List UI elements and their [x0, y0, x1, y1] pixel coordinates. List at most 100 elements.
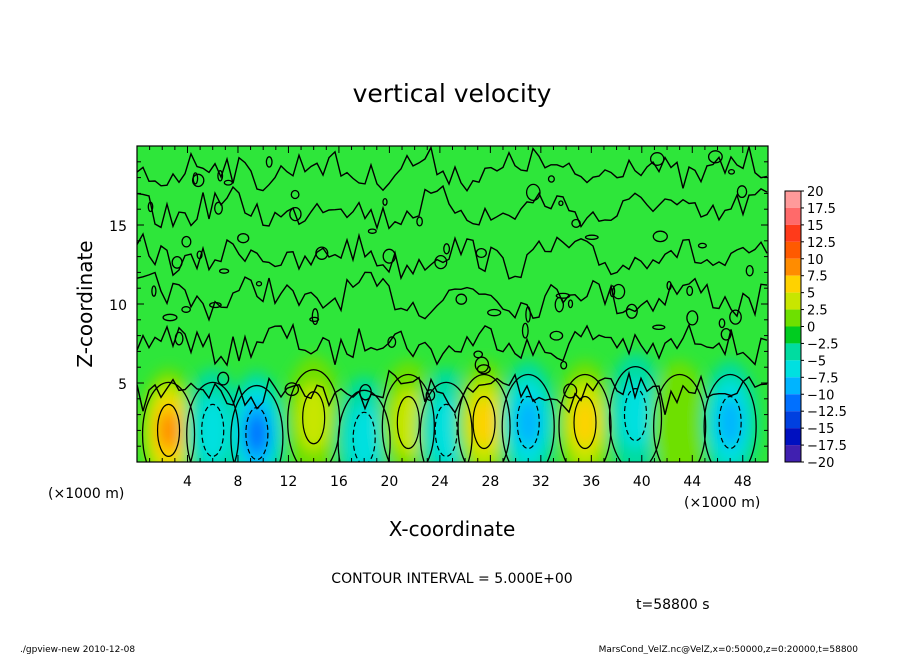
- contour-lines: [137, 146, 768, 462]
- contour-inner-7: [472, 395, 496, 450]
- small-contour-25: [487, 308, 502, 317]
- anomaly-11-level-0: [651, 360, 708, 462]
- colorbar-swatch-15: [785, 445, 801, 462]
- colorbar-swatch-4: [785, 258, 801, 276]
- small-contour-2: [652, 324, 666, 331]
- x-tick-label: 16: [330, 474, 348, 490]
- small-contour-68: [147, 201, 154, 213]
- colorbar-label: −5: [807, 354, 826, 369]
- y-tick-label: 5: [118, 377, 127, 393]
- small-contour-49: [416, 216, 423, 227]
- zero-contour-2: [137, 271, 768, 322]
- x-tick-label: 48: [734, 474, 752, 490]
- zero-contour-5: [137, 146, 768, 192]
- small-contour-3: [209, 301, 222, 309]
- x-tick-label: 12: [280, 474, 298, 490]
- x-tick-label: 4: [183, 474, 192, 490]
- colorbar-label: −17.5: [807, 439, 847, 454]
- anomaly-4-level-1: [348, 404, 381, 462]
- small-contour-5: [525, 183, 541, 202]
- small-contour-50: [625, 303, 638, 319]
- small-contour-27: [567, 299, 574, 309]
- chart-title: vertical velocity: [353, 79, 552, 108]
- small-contour-67: [162, 313, 178, 322]
- small-contour-42: [191, 173, 205, 188]
- x-tick-label: 24: [431, 474, 449, 490]
- contour-inner-12: [718, 395, 742, 450]
- plot-field: [137, 146, 768, 462]
- anomaly-12-level-2: [718, 397, 743, 448]
- colorbar-swatch-14: [785, 428, 801, 446]
- x-tick-label: 36: [582, 474, 600, 490]
- colorbar-swatch-5: [785, 275, 801, 293]
- anomaly-7-level-2: [472, 397, 497, 448]
- contour-outer-2: [230, 384, 284, 462]
- small-contour-66: [584, 234, 599, 241]
- colorbar-swatch-7: [785, 309, 801, 327]
- x-tick-label: 20: [380, 474, 398, 490]
- colorbar: 20 17.5 15 12.5 10 7.5 5 2.5 0−2.5 −5 −7.5 −10 −12.5…: [784, 185, 847, 471]
- colorbar-swatch-8: [785, 326, 801, 344]
- x-tick-label: 8: [233, 474, 242, 490]
- small-contour-0: [727, 168, 736, 175]
- contour-inner-9: [573, 395, 597, 450]
- anomaly-9-level-2: [573, 397, 598, 448]
- small-contour-9: [547, 175, 555, 183]
- small-contour-20: [560, 360, 568, 370]
- colorbar-label: −12.5: [807, 405, 847, 420]
- anomaly-8-level-2: [516, 397, 541, 448]
- x-axis-unit-right: (×1000 m): [684, 495, 760, 511]
- small-contour-35: [171, 255, 183, 269]
- y-axis-label: Z-coordinate: [73, 240, 97, 367]
- colorbar-label: 12.5: [807, 236, 836, 251]
- small-contour-34: [382, 248, 396, 264]
- contour-outer-6: [419, 381, 473, 462]
- small-contour-63: [720, 327, 732, 341]
- small-contour-41: [525, 306, 531, 323]
- colorbar-label: −10: [807, 388, 834, 403]
- small-contour-38: [686, 285, 694, 297]
- contour-inner-1: [201, 403, 225, 457]
- contour-outer-12: [703, 373, 757, 462]
- contour-outer-8: [501, 373, 555, 462]
- anomaly-2-level-3: [246, 413, 267, 454]
- zero-contour-3: [137, 232, 768, 281]
- zero-contour-0: [137, 369, 768, 415]
- anomaly-1-level-1: [196, 396, 229, 462]
- small-contour-28: [609, 285, 616, 298]
- small-contour-37: [311, 308, 319, 326]
- colorbar-label: 20: [807, 185, 824, 200]
- colorbar-swatch-11: [785, 377, 801, 395]
- small-contour-7: [237, 233, 250, 244]
- small-contour-4: [315, 246, 329, 260]
- colorbar-swatch-13: [785, 411, 801, 429]
- small-contour-52: [729, 309, 742, 325]
- small-contour-48: [718, 318, 726, 329]
- small-contour-6: [521, 322, 529, 339]
- colorbar-swatch-1: [785, 207, 801, 225]
- contour-inner-0: [156, 403, 181, 457]
- small-contour-55: [443, 243, 451, 255]
- small-contour-14: [649, 152, 665, 166]
- small-contour-64: [181, 235, 192, 248]
- small-contour-57: [611, 283, 626, 300]
- plot-area: [136, 145, 769, 463]
- colorbar-swatch-10: [785, 360, 801, 378]
- small-contour-21: [475, 247, 487, 259]
- x-axis: 4 8 12 16 20 24 28 32 36 40 44 48: [136, 146, 769, 490]
- colorbar-swatch-9: [785, 343, 801, 361]
- small-contour-11: [218, 268, 230, 274]
- small-contour-15: [686, 310, 699, 326]
- small-contour-69: [554, 296, 565, 313]
- small-contour-8: [425, 389, 436, 402]
- contour-inner-5: [396, 395, 420, 450]
- zero-contour-1: [137, 322, 768, 367]
- contour-outer-9: [558, 373, 612, 462]
- colorbar-swatch-12: [785, 394, 801, 412]
- small-contour-1: [745, 264, 754, 277]
- colorbar-swatch-0: [785, 191, 801, 208]
- colorbar-label: −2.5: [807, 337, 839, 352]
- small-contour-62: [563, 383, 578, 399]
- contour-inner-8: [516, 395, 540, 450]
